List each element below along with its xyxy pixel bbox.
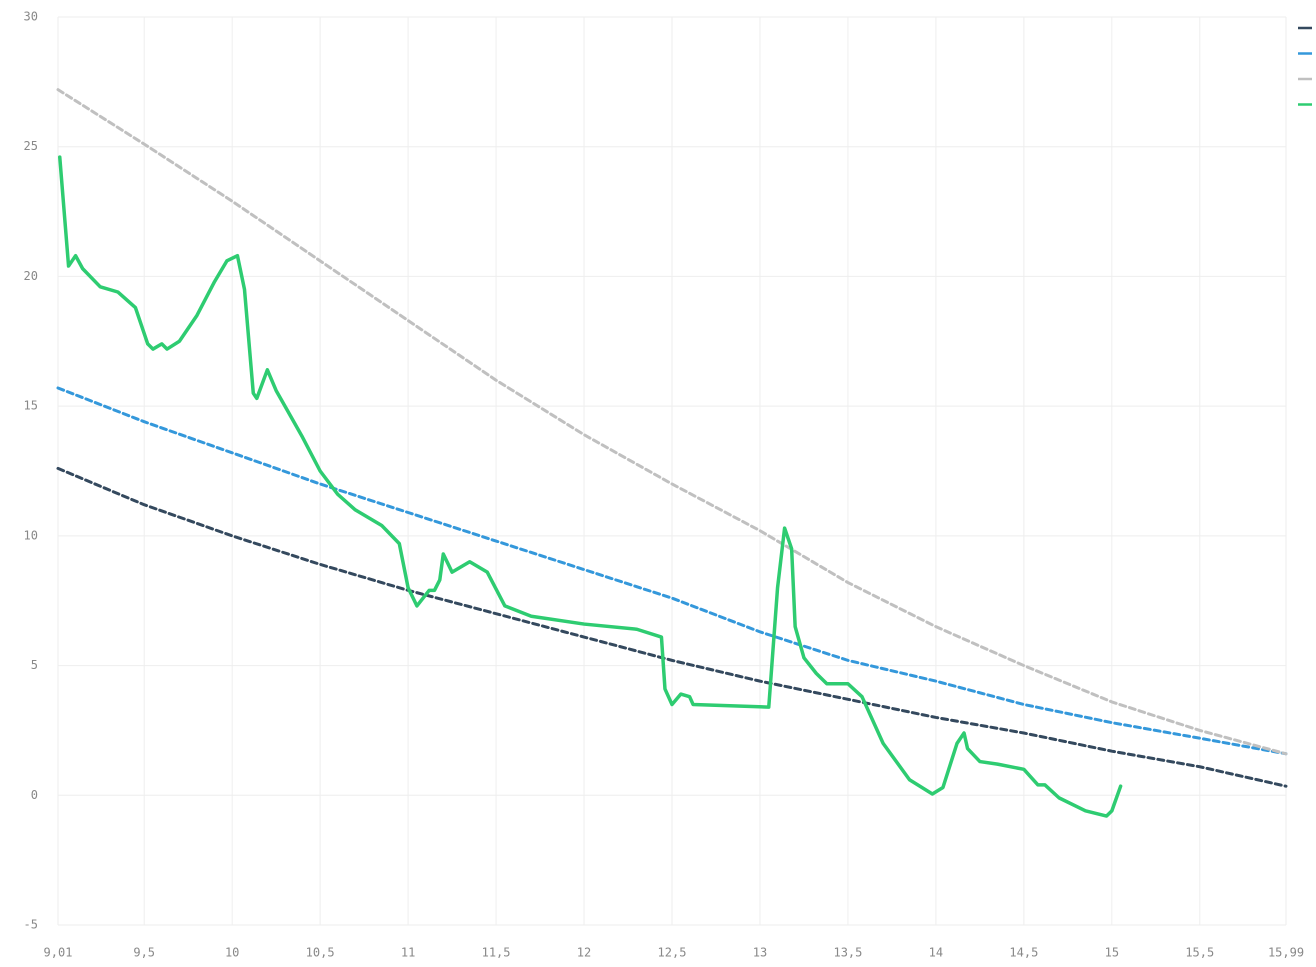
y-tick-label: 5 [31,658,38,672]
x-tick-label: 13,5 [833,946,862,960]
y-tick-label: 0 [31,788,38,802]
y-tick-label: -5 [24,918,38,932]
y-tick-label: 15 [24,399,38,413]
x-tick-label: 12 [577,946,591,960]
y-tick-label: 30 [24,10,38,24]
x-tick-label: 14,5 [1009,946,1038,960]
x-tick-label: 14 [929,946,943,960]
x-tick-label: 9,5 [133,946,155,960]
series-line [56,88,1288,756]
x-tick-label: 10,5 [306,946,335,960]
series-line [58,155,1123,818]
y-tick-label: 10 [24,528,38,542]
x-tick-label: 10 [225,946,239,960]
series-line [56,386,1288,756]
x-tick-label: 9,01 [44,946,73,960]
x-tick-label: 15 [1105,946,1119,960]
series-line [56,466,1288,788]
x-tick-label: 11,5 [482,946,511,960]
y-tick-label: 20 [24,269,38,283]
x-tick-label: 15,99 [1268,946,1304,960]
y-tick-label: 25 [24,139,38,153]
x-tick-label: 13 [753,946,767,960]
x-tick-label: 15,5 [1185,946,1214,960]
x-tick-label: 12,5 [658,946,687,960]
x-tick-label: 11 [401,946,415,960]
